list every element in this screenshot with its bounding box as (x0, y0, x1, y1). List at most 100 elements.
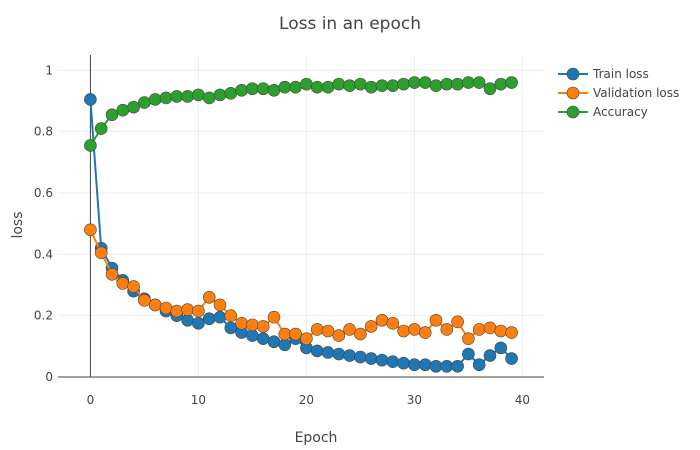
data-point-validation-loss[interactable] (300, 332, 313, 345)
data-point-validation-loss[interactable] (105, 267, 119, 281)
data-point-accuracy[interactable] (105, 108, 119, 122)
data-point-accuracy[interactable] (159, 91, 173, 105)
data-point-accuracy[interactable] (462, 76, 475, 89)
data-point-train-loss[interactable] (451, 359, 464, 373)
data-point-accuracy[interactable] (138, 96, 151, 109)
data-point-accuracy[interactable] (94, 122, 108, 135)
data-point-accuracy[interactable] (289, 80, 302, 94)
data-point-train-loss[interactable] (84, 93, 97, 106)
data-point-accuracy[interactable] (84, 139, 97, 152)
series-validation-loss[interactable] (84, 223, 518, 345)
data-point-train-loss[interactable] (364, 352, 378, 365)
data-point-validation-loss[interactable] (310, 323, 324, 336)
data-point-train-loss[interactable] (246, 329, 259, 342)
data-point-accuracy[interactable] (170, 90, 184, 103)
data-point-accuracy[interactable] (192, 88, 205, 102)
data-point-train-loss[interactable] (408, 358, 421, 372)
data-point-accuracy[interactable] (267, 83, 281, 97)
data-point-train-loss[interactable] (181, 313, 194, 327)
data-point-accuracy[interactable] (300, 77, 313, 91)
data-point-validation-loss[interactable] (267, 310, 281, 324)
legend-item-validation-loss[interactable]: Validation loss (558, 86, 679, 100)
data-point-validation-loss[interactable] (138, 294, 151, 307)
data-point-accuracy[interactable] (332, 77, 346, 91)
data-point-accuracy[interactable] (235, 83, 248, 97)
data-point-accuracy[interactable] (440, 77, 454, 91)
data-point-validation-loss[interactable] (505, 326, 518, 339)
data-point-accuracy[interactable] (364, 80, 378, 94)
data-point-accuracy[interactable] (246, 82, 259, 96)
data-point-train-loss[interactable] (472, 358, 486, 372)
data-point-train-loss[interactable] (397, 356, 410, 370)
data-point-train-loss[interactable] (321, 346, 335, 359)
data-point-accuracy[interactable] (127, 100, 140, 114)
data-point-train-loss[interactable] (256, 332, 270, 345)
data-point-accuracy[interactable] (375, 79, 389, 92)
data-point-validation-loss[interactable] (321, 324, 335, 338)
data-point-train-loss[interactable] (343, 349, 356, 362)
data-point-train-loss[interactable] (418, 358, 432, 372)
data-point-accuracy[interactable] (397, 77, 410, 91)
data-point-validation-loss[interactable] (343, 323, 356, 336)
data-point-validation-loss[interactable] (202, 290, 216, 304)
data-point-validation-loss[interactable] (84, 223, 97, 237)
data-point-train-loss[interactable] (462, 347, 475, 361)
data-point-accuracy[interactable] (148, 93, 162, 106)
data-point-accuracy[interactable] (343, 79, 356, 92)
data-point-validation-loss[interactable] (429, 313, 443, 327)
data-point-validation-loss[interactable] (256, 320, 270, 333)
data-point-validation-loss[interactable] (451, 315, 464, 329)
data-point-validation-loss[interactable] (364, 320, 378, 333)
data-point-accuracy[interactable] (202, 91, 216, 105)
data-point-train-loss[interactable] (267, 335, 281, 349)
data-point-validation-loss[interactable] (159, 301, 173, 315)
data-point-train-loss[interactable] (505, 352, 518, 365)
data-point-train-loss[interactable] (224, 321, 238, 335)
data-point-accuracy[interactable] (256, 82, 270, 96)
data-point-accuracy[interactable] (451, 77, 464, 91)
data-point-train-loss[interactable] (354, 350, 367, 364)
data-point-validation-loss[interactable] (332, 329, 346, 342)
data-point-accuracy[interactable] (483, 82, 497, 96)
data-point-accuracy[interactable] (321, 80, 335, 94)
data-point-accuracy[interactable] (429, 79, 443, 92)
data-point-validation-loss[interactable] (386, 317, 400, 330)
data-point-train-loss[interactable] (483, 349, 497, 362)
data-point-validation-loss[interactable] (440, 323, 454, 336)
data-point-validation-loss[interactable] (397, 324, 410, 338)
data-point-train-loss[interactable] (202, 312, 216, 326)
data-point-validation-loss[interactable] (127, 280, 140, 293)
data-point-validation-loss[interactable] (289, 327, 302, 341)
data-point-validation-loss[interactable] (192, 304, 205, 318)
data-point-train-loss[interactable] (429, 359, 443, 373)
data-point-accuracy[interactable] (505, 76, 518, 89)
data-point-train-loss[interactable] (494, 341, 508, 355)
data-point-train-loss[interactable] (440, 359, 454, 373)
data-point-accuracy[interactable] (224, 87, 238, 100)
data-point-train-loss[interactable] (310, 344, 324, 358)
data-point-train-loss[interactable] (213, 310, 227, 324)
data-point-accuracy[interactable] (278, 80, 292, 94)
data-point-validation-loss[interactable] (213, 298, 227, 312)
data-point-validation-loss[interactable] (148, 298, 162, 312)
data-point-validation-loss[interactable] (181, 303, 194, 316)
data-point-validation-loss[interactable] (375, 313, 389, 327)
data-point-accuracy[interactable] (386, 79, 400, 92)
data-point-accuracy[interactable] (418, 76, 432, 89)
data-point-accuracy[interactable] (213, 88, 227, 102)
data-point-validation-loss[interactable] (354, 327, 367, 341)
data-point-accuracy[interactable] (181, 90, 194, 103)
legend-item-train-loss[interactable]: Train loss (558, 67, 649, 81)
data-point-validation-loss[interactable] (494, 324, 508, 338)
data-point-validation-loss[interactable] (235, 317, 248, 330)
data-point-train-loss[interactable] (386, 355, 400, 368)
data-point-validation-loss[interactable] (246, 318, 259, 332)
data-point-accuracy[interactable] (408, 76, 421, 89)
data-point-validation-loss[interactable] (94, 246, 108, 260)
data-point-accuracy[interactable] (116, 103, 130, 117)
series-accuracy[interactable] (84, 76, 518, 152)
data-point-accuracy[interactable] (354, 77, 367, 91)
data-point-accuracy[interactable] (472, 76, 486, 89)
data-point-validation-loss[interactable] (116, 277, 130, 290)
data-point-validation-loss[interactable] (408, 323, 421, 336)
